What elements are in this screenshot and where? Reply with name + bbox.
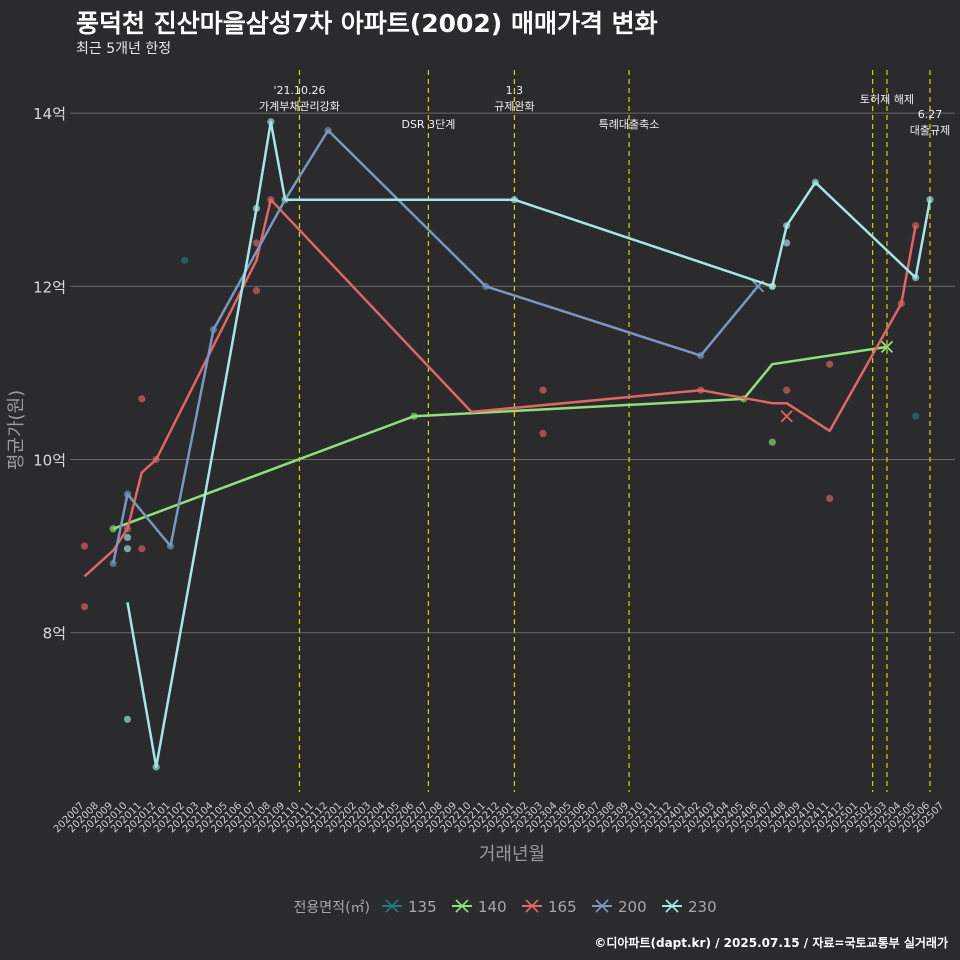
data-point-230 [783, 239, 791, 247]
data-point-165 [80, 542, 89, 550]
data-point-165 [138, 395, 146, 403]
series-line-200 [111, 129, 759, 564]
data-point-230 [123, 715, 132, 723]
data-point-165 [539, 429, 547, 438]
legend-swatch-cross [455, 899, 469, 913]
legend-swatch-cross [665, 899, 679, 913]
data-point-200 [109, 559, 117, 568]
event-label: 6.27 [918, 108, 943, 121]
series-line-140 [112, 345, 888, 530]
event-label: 1.3 [506, 84, 524, 97]
event-label: 특례대출축소 [599, 118, 660, 131]
y-axis-title: 평균가(원) [6, 390, 27, 470]
legend-swatch-cross [525, 899, 539, 913]
chart-subtitle: 최근 5개년 한정 [76, 41, 172, 57]
data-point-165 [138, 545, 146, 553]
legend-swatch-cross [385, 899, 399, 913]
legend-label: 165 [548, 898, 577, 916]
legend-label: 135 [408, 898, 437, 916]
event-label: 토허제 해제 [860, 92, 914, 106]
legend-label: 230 [688, 898, 717, 916]
data-point-165 [826, 494, 834, 503]
legend-title: 전용면적(㎡) [294, 900, 370, 916]
data-point-165 [783, 386, 791, 394]
data-point-230 [123, 545, 132, 553]
event-label: 대출규제 [910, 124, 950, 137]
y-tick-label: 10억 [33, 452, 66, 470]
data-point-135 [912, 412, 920, 420]
data-point-165 [252, 239, 261, 247]
event-label: DSR 3단계 [401, 118, 455, 131]
event-label: 가계부채관리강화 [259, 100, 340, 113]
legend-label: 200 [618, 898, 647, 916]
y-tick-label: 8억 [43, 625, 66, 643]
event-label: 규제완화 [494, 100, 534, 113]
x-axis-title: 거래년월 [479, 844, 545, 865]
y-tick-label: 14억 [33, 105, 66, 123]
data-point-140 [768, 438, 776, 446]
legend-swatch-cross [595, 899, 609, 913]
legend-label: 140 [478, 898, 507, 916]
latest-marker-165 [780, 410, 793, 423]
series-line-230 [126, 120, 932, 769]
data-point-165 [826, 360, 834, 368]
chart-title: 풍덕천 진산마을삼성7차 아파트(2002) 매매가격 변화 [76, 9, 658, 38]
data-point-165 [80, 603, 89, 611]
data-point-230 [123, 533, 132, 542]
y-tick-label: 12억 [33, 278, 66, 296]
latest-marker-140 [880, 340, 894, 354]
series-line-165 [83, 198, 917, 578]
data-point-165 [539, 386, 547, 394]
data-point-165 [252, 287, 261, 295]
data-point-165 [912, 222, 920, 230]
data-point-135 [181, 256, 189, 264]
event-label: '21.10.26 [273, 84, 325, 97]
source-caption: ©디아파트(dapt.kr) / 2025.07.15 / 자료=국토교통부 실… [594, 936, 948, 950]
